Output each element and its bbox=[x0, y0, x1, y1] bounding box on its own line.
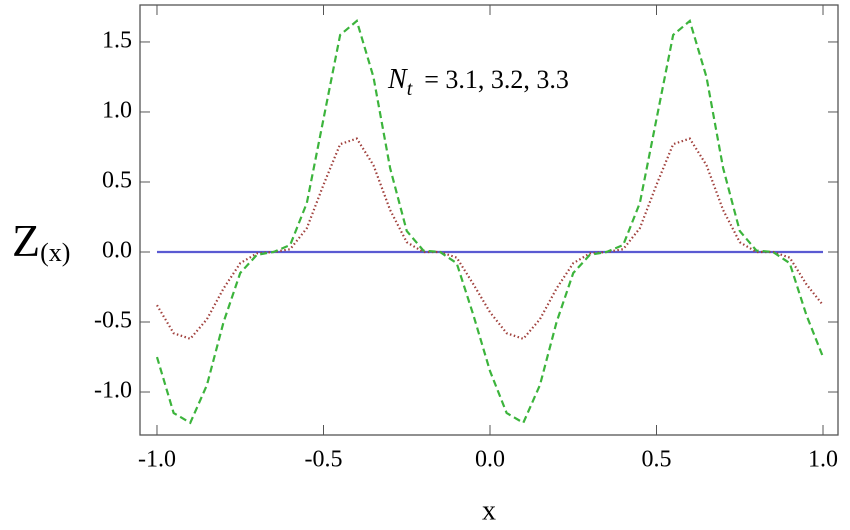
x-axis-label: x bbox=[482, 495, 496, 526]
y-label-symbol: Z bbox=[12, 215, 40, 266]
y-tick-label: 0.0 bbox=[102, 237, 132, 263]
y-label-subscript: (x) bbox=[40, 238, 70, 267]
y-tick-label: 0.5 bbox=[102, 167, 132, 193]
x-tick-label: 1.0 bbox=[808, 447, 838, 473]
annotation-symbol: N bbox=[387, 64, 408, 95]
y-tick-label: 1.5 bbox=[102, 27, 132, 53]
y-tick-label: 1.0 bbox=[102, 97, 132, 123]
y-axis-label: Z(x) bbox=[12, 215, 70, 267]
y-tick-label: -1.0 bbox=[94, 378, 132, 404]
annotation: Nt = 3.1, 3.2, 3.3 bbox=[387, 64, 569, 99]
x-tick-label: -0.5 bbox=[304, 447, 342, 473]
plot-frame bbox=[139, 4, 839, 436]
x-tick-label: 0.5 bbox=[642, 447, 672, 473]
series-line bbox=[155, 19, 825, 425]
annotation-text: = 3.1, 3.2, 3.3 bbox=[424, 65, 569, 94]
y-tick-label: -0.5 bbox=[94, 308, 132, 334]
x-tick-label: -1.0 bbox=[138, 447, 176, 473]
annotation-subscript: t bbox=[407, 78, 413, 100]
x-tick-label: 0.0 bbox=[475, 447, 505, 473]
